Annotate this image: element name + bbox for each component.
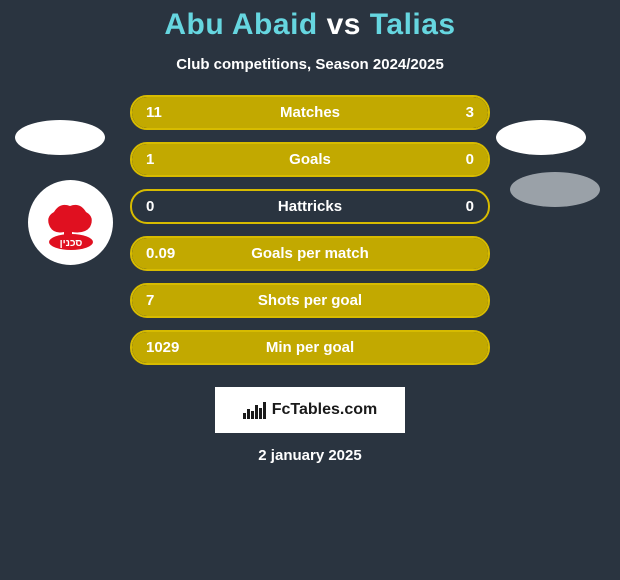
subtitle: Club competitions, Season 2024/2025 (176, 56, 444, 73)
date-label: 2 january 2025 (258, 447, 361, 464)
chart-icon (243, 402, 266, 419)
player2-name: Talias (370, 8, 456, 41)
stat-row: 113Matches (130, 95, 490, 130)
svg-text:סכנין: סכנין (59, 238, 82, 249)
stat-row: 00Hattricks (130, 189, 490, 224)
club-logo-icon: סכנין (40, 192, 102, 254)
stat-row: 1029Min per goal (130, 330, 490, 365)
stat-label: Shots per goal (132, 292, 488, 309)
stat-label: Matches (132, 104, 488, 121)
stat-label: Goals (132, 151, 488, 168)
stat-label: Hattricks (132, 198, 488, 215)
player1-name: Abu Abaid (164, 8, 317, 41)
player1-badge (15, 120, 105, 155)
stat-row: 0.09Goals per match (130, 236, 490, 271)
player2-secondary-badge (510, 172, 600, 207)
club-logo: סכנין (28, 180, 113, 265)
stat-label: Goals per match (132, 245, 488, 262)
page-title: Abu Abaid vs Talias (164, 8, 455, 42)
stat-label: Min per goal (132, 339, 488, 356)
branding-label: FcTables.com (272, 401, 378, 419)
player2-badge (496, 120, 586, 155)
fctables-branding[interactable]: FcTables.com (215, 387, 405, 433)
stat-row: 7Shots per goal (130, 283, 490, 318)
stat-row: 10Goals (130, 142, 490, 177)
vs-separator: vs (327, 8, 361, 41)
